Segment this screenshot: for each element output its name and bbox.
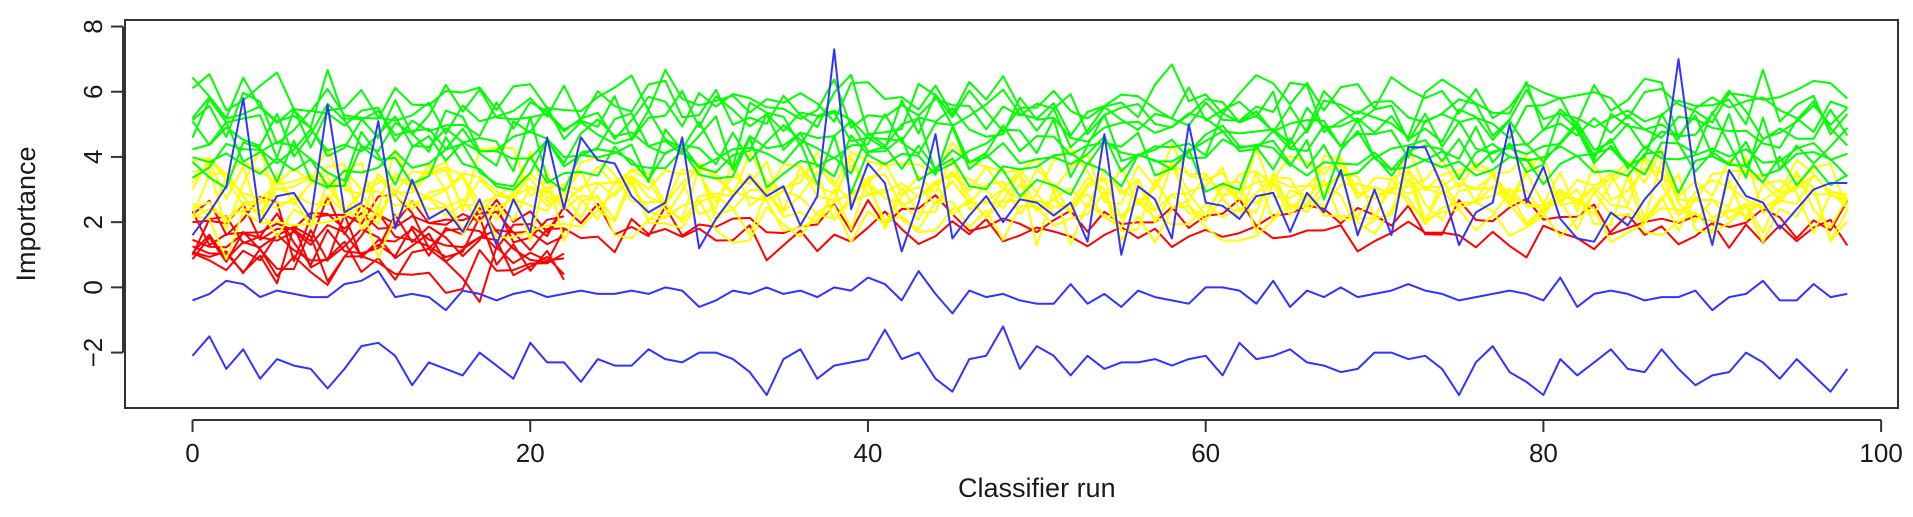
confirmed-feature-line bbox=[191, 125, 1848, 198]
y-axis-title: Importance bbox=[11, 146, 41, 281]
x-tick-label: 100 bbox=[1859, 438, 1902, 468]
y-tick-label: 2 bbox=[78, 215, 108, 229]
x-tick-label: 80 bbox=[1529, 438, 1558, 468]
confirmed-feature-line bbox=[191, 63, 1848, 124]
y-axis: −2 0 2 4 6 8 bbox=[78, 19, 124, 368]
confirmed-feature-line bbox=[192, 113, 1849, 201]
x-axis: 0 20 40 60 80 100 bbox=[185, 419, 1903, 468]
confirmed-feature-line bbox=[191, 68, 1849, 140]
shadow-min-line bbox=[191, 325, 1849, 396]
y-tick-label: 0 bbox=[78, 280, 108, 294]
rejected-feature-line bbox=[192, 194, 1849, 241]
x-tick-label: 60 bbox=[1191, 438, 1220, 468]
x-axis-title: Classifier run bbox=[958, 473, 1116, 503]
rejected-feature-line bbox=[192, 210, 1849, 262]
y-tick-label: 4 bbox=[78, 150, 108, 164]
confirmed-feature-line bbox=[191, 73, 1848, 149]
x-tick-label: 0 bbox=[185, 438, 199, 468]
series-layer bbox=[191, 48, 1849, 396]
x-tick-label: 40 bbox=[854, 438, 883, 468]
tentative-feature-line bbox=[192, 170, 1849, 261]
y-tick-label: 8 bbox=[78, 19, 108, 33]
confirmed-feature-line bbox=[191, 111, 1849, 179]
rejected-feature-line bbox=[192, 228, 565, 277]
tentative-feature-line bbox=[191, 155, 1849, 238]
plot-frame bbox=[124, 19, 1899, 409]
x-tick-label: 20 bbox=[516, 438, 545, 468]
shadow-max-line bbox=[191, 48, 1848, 256]
confirmed-feature-line bbox=[191, 89, 1849, 168]
y-tick-label: −2 bbox=[78, 338, 108, 368]
shadow-mean-line bbox=[192, 270, 1848, 315]
y-tick-label: 6 bbox=[78, 84, 108, 98]
